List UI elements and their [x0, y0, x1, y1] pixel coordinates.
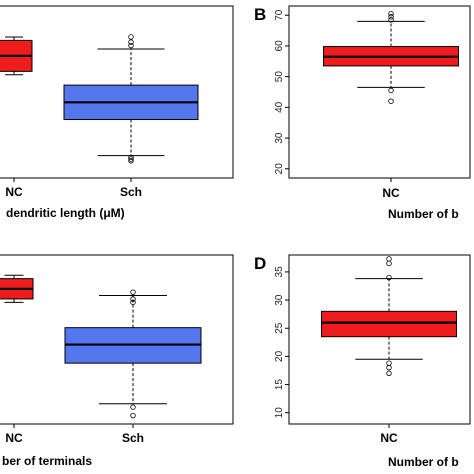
outlier-point [130, 296, 136, 302]
x-axis-title: dendritic length (μM) [6, 206, 125, 220]
x-tick-label-nc: NC [380, 431, 398, 445]
plot-frame [0, 5, 234, 179]
y-tick-label: 25 [274, 322, 285, 334]
outlier-point [130, 404, 136, 410]
outlier-point [128, 39, 134, 45]
y-tick-label: 60 [274, 40, 285, 52]
x-tick-label-sch: Sch [120, 185, 142, 199]
plot-frame [288, 5, 471, 179]
x-tick-label-nc: NC [5, 185, 23, 199]
y-tick-label: 70 [274, 9, 285, 21]
panel-a: NC Sch dendritic length (μM) [0, 5, 234, 220]
outlier-point [130, 289, 136, 295]
outlier-point [130, 412, 136, 419]
outlier-point [130, 299, 136, 306]
outlier-point [388, 87, 394, 94]
y-tick-label: 30 [274, 294, 285, 306]
y-tick-label: 30 [274, 132, 285, 144]
plot-frame [288, 254, 471, 425]
boxes-group [321, 256, 457, 376]
y-tick-label: 50 [274, 71, 285, 83]
outlier-point [386, 274, 392, 281]
outlier-point [128, 156, 134, 162]
y-tick-label: 15 [274, 379, 285, 391]
boxes-group [323, 10, 459, 104]
x-axis-title: Number of b [388, 455, 459, 469]
outlier-point [128, 154, 134, 161]
panel-letter: B [254, 5, 266, 24]
outlier-point [128, 42, 134, 49]
panel-d: D101520253035NCSchNumber of b [254, 254, 471, 469]
x-axis-title: ber of terminals [2, 454, 92, 468]
panel-b: B203040506070NCSchNumber of b [254, 5, 471, 221]
x-axis-title: Number of b [388, 207, 459, 221]
panel-c: NC Sch ber of terminals [0, 254, 234, 468]
y-tick-label: 20 [274, 163, 285, 175]
y-tick-label: 40 [274, 101, 285, 113]
outlier-point [388, 17, 394, 23]
boxes-group [0, 34, 199, 164]
outlier-point [388, 98, 394, 104]
outlier-point [128, 34, 134, 40]
outlier-point [386, 364, 392, 371]
x-tick-label-nc: NC [5, 431, 23, 445]
box-nc [321, 310, 457, 338]
boxes-group [0, 274, 202, 419]
panel-letter: D [254, 254, 266, 273]
y-tick-label: 35 [274, 266, 285, 278]
x-tick-label-sch: Sch [122, 431, 144, 445]
outlier-point [386, 360, 392, 366]
outlier-point [388, 10, 394, 17]
outlier-point [128, 158, 134, 164]
outlier-point [386, 260, 392, 267]
outlier-point [386, 370, 392, 376]
x-tick-label-nc: NC [382, 186, 400, 200]
plot-frame [0, 254, 234, 425]
y-tick-label: 20 [274, 350, 285, 362]
outlier-point [386, 256, 392, 262]
outlier-point [388, 14, 394, 20]
y-tick-label: 10 [274, 407, 285, 419]
